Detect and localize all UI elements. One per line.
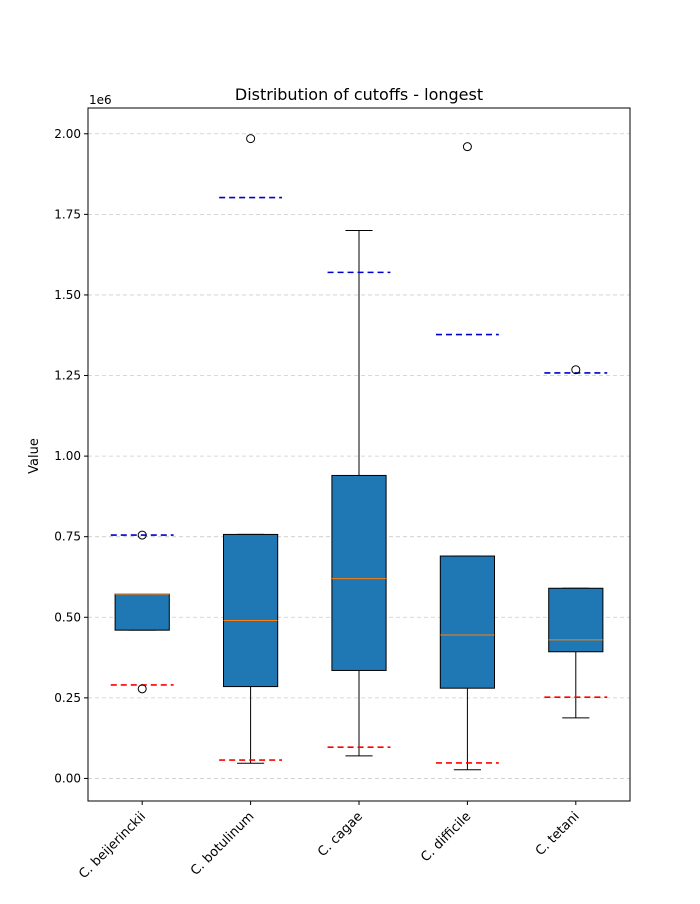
iqr-box: [439, 555, 495, 689]
iqr-box: [548, 587, 604, 653]
y-tick-label: 0.00: [54, 771, 81, 785]
y-tick-label: 0.50: [54, 610, 81, 624]
iqr-box: [114, 593, 170, 631]
y-tick-label: 1.00: [54, 449, 81, 463]
outlier-point: [462, 142, 472, 152]
outlier-point: [137, 684, 147, 694]
y-tick-label: 2.00: [54, 127, 81, 141]
outlier-point: [137, 530, 147, 540]
y-tick-label: 1.75: [54, 207, 81, 221]
y-tick-label: 0.25: [54, 691, 81, 705]
iqr-box: [223, 533, 279, 688]
box-2: [223, 533, 279, 764]
box-5: [548, 587, 604, 719]
y-tick-label: 1.25: [54, 369, 81, 383]
outlier-point: [246, 134, 256, 144]
iqr-box: [331, 474, 387, 671]
x-tick-label: C. botulinum: [188, 809, 257, 878]
x-tick-label: C. cagae: [315, 809, 366, 860]
x-tick-label: C. beijerinckii: [76, 809, 149, 882]
boxes-group: [114, 229, 604, 771]
x-axis: C. beijerinckii C. botulinum C. cagae C. di…: [76, 801, 583, 882]
y-axis-label: Value: [27, 438, 42, 474]
y-tick-label: 0.75: [54, 530, 81, 544]
x-tick-label: C. tetani: [533, 809, 583, 859]
grid-lines: [88, 133, 630, 779]
y-tick-label: 1.50: [54, 288, 81, 302]
outlier-point: [571, 365, 581, 375]
box-1: [114, 593, 170, 631]
y-axis: 0.00 0.25 0.50 0.75 1.00 1.25 1.50 1.75 2.00: [54, 127, 88, 785]
outliers-group: [137, 134, 581, 694]
y-axis-multiplier: 1e6: [89, 93, 112, 107]
x-tick-label: C. difficile: [418, 809, 474, 865]
chart-title: Distribution of cutoffs - longest: [235, 85, 483, 104]
box-4: [439, 555, 495, 771]
box-3: [331, 229, 387, 757]
